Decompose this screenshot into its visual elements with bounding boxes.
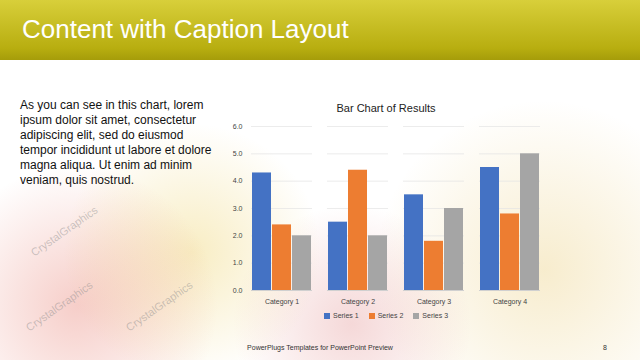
svg-text:Category 1: Category 1	[265, 298, 299, 306]
svg-text:5.0: 5.0	[233, 150, 243, 157]
html-text:Bar Chart of Results: Bar Chart of Results	[336, 102, 436, 114]
html-text:Series 2: Series 2	[377, 312, 404, 319]
html-text:As you can see in this chart,: As you can see in this chart, lorem ipsu…	[20, 98, 212, 187]
html-text:8: 8	[603, 344, 607, 351]
svg-text:3.0: 3.0	[233, 205, 243, 212]
html-text:Series 1: Series 1	[333, 312, 359, 319]
html-text:CrystalGraphics: CrystalGraphics	[123, 278, 195, 334]
svg-text:2.0: 2.0	[233, 232, 243, 239]
html-text:PowerPlugs Templates for Power: PowerPlugs Templates for PowerPoint Prev…	[247, 344, 393, 351]
html-text:CrystalGraphics: CrystalGraphics	[28, 203, 100, 259]
svg-text:Category 2: Category 2	[341, 298, 375, 306]
svg-text:0.0: 0.0	[233, 287, 243, 294]
svg-text:4.0: 4.0	[233, 177, 243, 184]
svg-text:6.0: 6.0	[233, 123, 243, 130]
html-text:Series 3: Series 3	[422, 312, 448, 319]
html-text:Content with Caption Layout: Content with Caption Layout	[22, 14, 349, 44]
svg-text:Category 3: Category 3	[417, 298, 451, 306]
svg-text:Category 4: Category 4	[493, 298, 527, 306]
html-text:CrystalGraphics: CrystalGraphics	[23, 278, 95, 334]
svg-text:1.0: 1.0	[233, 259, 243, 266]
